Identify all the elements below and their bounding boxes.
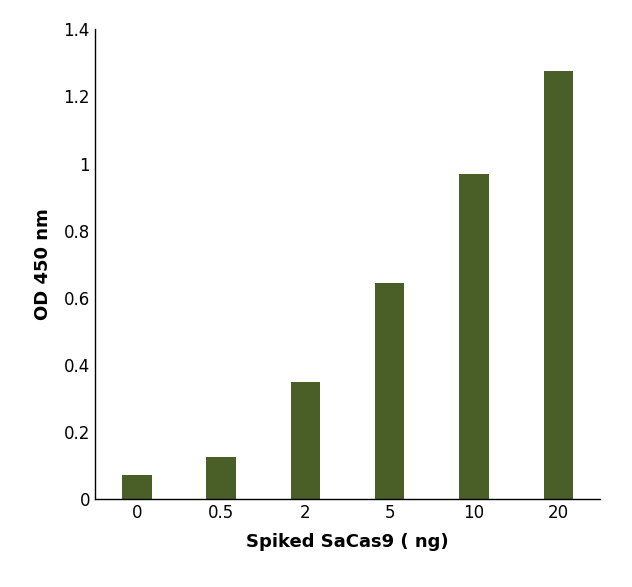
Y-axis label: OD 450 nm: OD 450 nm [34,208,52,320]
Bar [291,382,320,499]
Bar [544,71,573,499]
Bar [459,174,489,499]
Bar [375,282,404,499]
Bar [122,475,152,499]
X-axis label: Spiked SaCas9 ( ng): Spiked SaCas9 ( ng) [246,533,449,551]
Bar [207,457,236,499]
